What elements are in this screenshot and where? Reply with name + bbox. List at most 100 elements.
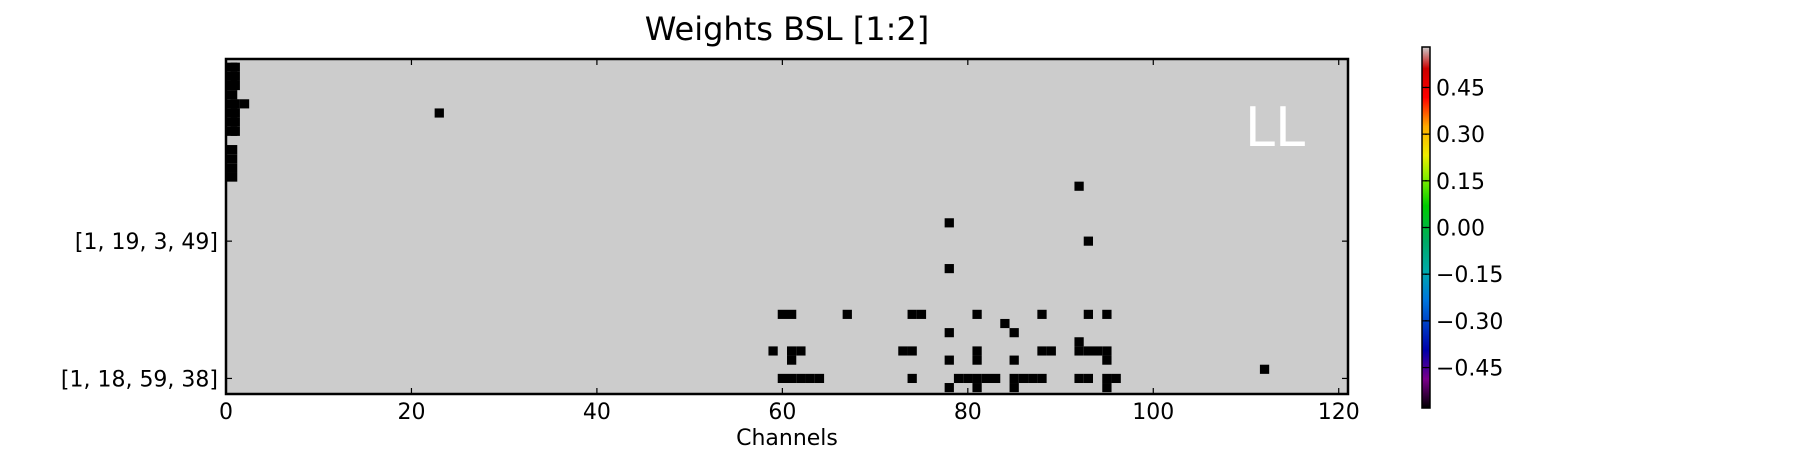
heatmap-cell xyxy=(1074,373,1084,384)
heatmap-cell xyxy=(972,355,982,365)
chart-title: Weights BSL [1:2] xyxy=(645,10,930,48)
heatmap-cell xyxy=(434,108,444,118)
heatmap-cell xyxy=(814,373,825,384)
heatmap-cell xyxy=(1074,337,1084,347)
heatmap-cell xyxy=(777,373,787,384)
x-tick-label: 60 xyxy=(768,400,796,425)
x-axis-label: Channels xyxy=(736,426,838,450)
heatmap-cell xyxy=(226,154,238,164)
colorbar-tick-label: −0.15 xyxy=(1436,263,1503,288)
heatmap-cell xyxy=(226,145,238,155)
colorbar-ticks: 0.45 0.30 0.15 0.00 −0.15 −0.30 −0.45 xyxy=(1422,76,1503,382)
heatmap-cell xyxy=(226,90,238,100)
heatmap-cell xyxy=(230,117,240,127)
heatmap-cell xyxy=(1259,364,1270,374)
heatmap-cell xyxy=(226,163,238,173)
heatmap-cell xyxy=(1009,328,1019,338)
heatmap-cell xyxy=(1074,346,1084,356)
heatmap-cell xyxy=(944,264,954,274)
heatmap-cell xyxy=(944,218,954,228)
heatmap-cell xyxy=(972,373,982,384)
heatmap-cell xyxy=(1083,309,1093,319)
heatmap-cell xyxy=(230,80,240,91)
heatmap-cell xyxy=(1102,383,1112,393)
heatmap-cell xyxy=(787,346,797,356)
heatmap-cell xyxy=(963,373,973,384)
heatmap-cell xyxy=(1046,346,1056,356)
colorbar-tick-label: −0.30 xyxy=(1436,310,1503,335)
heatmap-cell xyxy=(1102,309,1112,319)
x-tick-label: 40 xyxy=(583,400,611,425)
colorbar: 0.45 0.30 0.15 0.00 −0.15 −0.30 −0.45 xyxy=(1421,46,1503,409)
colorbar-tick-label: 0.45 xyxy=(1436,76,1485,101)
heatmap-cell xyxy=(230,108,240,118)
heatmap-cell xyxy=(230,62,240,72)
heatmap-cell xyxy=(1037,346,1047,356)
colorbar-tick-label: 0.30 xyxy=(1436,123,1485,148)
plot-frame xyxy=(224,57,1350,396)
heatmap-cell xyxy=(768,346,778,356)
heatmap-cell xyxy=(1028,373,1038,384)
heatmap-cell xyxy=(1009,373,1019,384)
heatmap-cell xyxy=(972,383,982,393)
heatmap-cell xyxy=(1102,355,1112,365)
x-tick-label: 80 xyxy=(954,400,982,425)
x-tick-label: 20 xyxy=(397,400,425,425)
heatmap-cell xyxy=(944,328,954,338)
colorbar-tick-label: 0.15 xyxy=(1436,170,1485,195)
heatmap-cell xyxy=(1083,236,1093,246)
heatmap-cell xyxy=(1083,346,1093,356)
heatmap-cell xyxy=(230,71,240,81)
x-axis-ticks: 0 20 40 60 80 100 120 xyxy=(219,59,1360,425)
heatmap-cell xyxy=(1102,346,1112,356)
heatmap-cell xyxy=(796,373,806,384)
corner-label: LL xyxy=(1245,96,1305,159)
heatmap-cell xyxy=(944,355,954,365)
heatmap-cell xyxy=(239,99,250,109)
heatmap-cell xyxy=(796,346,806,356)
heatmap-cell xyxy=(1037,373,1047,384)
heatmap-cell xyxy=(842,309,852,319)
heatmap-cell xyxy=(907,373,917,384)
heatmap-cell xyxy=(898,346,908,356)
y-tick-label: [1, 19, 3, 49] xyxy=(75,230,218,255)
heatmap-cell xyxy=(230,99,240,109)
x-tick-label: 100 xyxy=(1132,400,1174,425)
x-tick-label: 120 xyxy=(1318,400,1360,425)
heatmap-cell xyxy=(787,373,797,384)
heatmap-cell xyxy=(907,346,917,356)
heatmap-cell xyxy=(907,309,917,319)
heatmap-background xyxy=(226,59,1348,394)
y-axis-ticks: [1, 19, 3, 49] [1, 18, 59, 38] xyxy=(61,230,1348,392)
heatmap-cell xyxy=(1074,181,1084,191)
heatmap-cell xyxy=(991,373,1001,384)
heatmap-cell xyxy=(953,373,964,384)
heatmap-cell xyxy=(787,355,797,365)
heatmap-cell xyxy=(981,373,991,384)
heatmap-cell xyxy=(1102,373,1112,384)
colorbar-tick-label: −0.45 xyxy=(1436,357,1503,382)
heatmap-cell xyxy=(1093,346,1103,356)
heatmap-cell xyxy=(916,309,927,319)
heatmap-cell xyxy=(805,373,815,384)
heatmap-cell xyxy=(1000,318,1010,329)
heatmap-cell xyxy=(944,383,954,393)
heatmap-cell xyxy=(972,309,982,319)
heatmap-cell xyxy=(230,126,240,136)
heatmap-cell xyxy=(972,346,982,356)
plot-area: 0 20 40 60 80 100 120 [1, 19, 3, 49] [1, 18, 59… xyxy=(61,57,1360,425)
y-tick-label: [1, 18, 59, 38] xyxy=(61,367,218,392)
heatmap-cells xyxy=(226,62,1270,393)
heatmap-cell xyxy=(787,309,797,319)
heatmap-cell xyxy=(777,309,787,319)
heatmap-cell xyxy=(1009,355,1019,365)
heatmap-cell xyxy=(1009,383,1019,393)
x-tick-label: 0 xyxy=(219,400,233,425)
heatmap-cell xyxy=(1083,373,1093,384)
colorbar-tick-label: 0.00 xyxy=(1436,217,1485,242)
heatmap-cell xyxy=(226,172,238,182)
heatmap-cell xyxy=(1111,373,1121,384)
heatmap-cell xyxy=(1037,309,1047,319)
heatmap-cell xyxy=(1018,373,1029,384)
